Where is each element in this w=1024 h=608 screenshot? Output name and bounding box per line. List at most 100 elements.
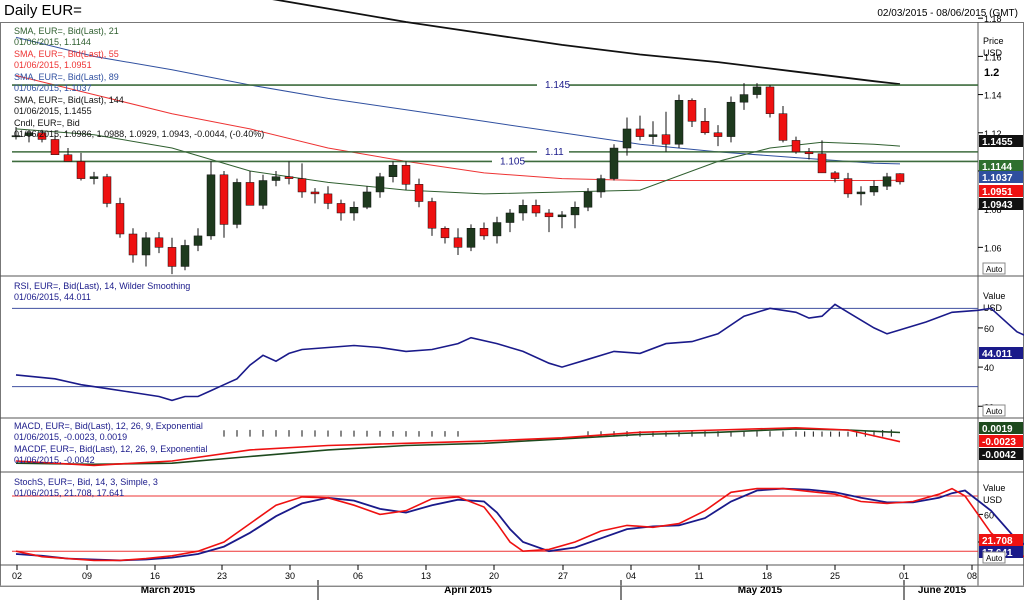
price-auto-button[interactable]: Auto (986, 265, 1003, 274)
rsi-badge-bg (979, 347, 1023, 359)
legend-value-0-4: 01/06/2015, 1.0986, 1.0988, 1.0929, 1.09… (14, 129, 264, 139)
x-month-label-3: June 2015 (918, 585, 967, 596)
level-label-bg-1 (537, 145, 569, 157)
candle-body-22 (297, 178, 307, 193)
candle-body-37 (492, 222, 502, 237)
candle-body-60 (791, 140, 801, 153)
price-badge-0-bg (979, 135, 1023, 147)
candle-body-23 (310, 191, 320, 195)
date-range: 02/03/2015 - 08/06/2015 (GMT) (877, 8, 1018, 19)
price-badge-1: 1.1144 (982, 162, 1012, 173)
macd-badge-0: 0.0019 (982, 424, 1013, 435)
x-month-label-1: April 2015 (444, 585, 492, 596)
candle-body-42 (557, 214, 567, 218)
legend-series-0-4: Cndl, EUR=, Bid (14, 118, 80, 128)
legend-series-2-0: MACD, EUR=, Bid(Last), 12, 26, 9, Expone… (14, 421, 203, 431)
candle-body-56 (739, 94, 749, 103)
candle-body-32 (427, 201, 437, 229)
candle-body-15 (206, 174, 216, 237)
x-day-label-11: 18 (762, 571, 772, 581)
legend-value-0-3: 01/06/2015, 1.1455 (14, 106, 92, 116)
rsi-auto-button[interactable]: Auto (986, 407, 1003, 416)
candle-body-33 (440, 228, 450, 239)
candle-body-43 (570, 206, 580, 216)
stoch-axis-unit-1: USD (983, 495, 1003, 505)
candle-body-18 (245, 182, 255, 206)
x-day-label-5: 06 (353, 571, 363, 581)
candle-body-11 (154, 237, 164, 248)
x-day-label-7: 20 (489, 571, 499, 581)
macd-line (15, 426, 901, 467)
price-auto-button-box[interactable] (982, 262, 1006, 275)
price-badge-1-bg (979, 160, 1023, 172)
level-label-bg-2 (492, 155, 524, 167)
candle-body-40 (531, 205, 541, 214)
macd-badge-0-bg (979, 422, 1023, 434)
candle-body-10 (141, 237, 151, 256)
candle-body-35 (466, 228, 476, 248)
macdf-line (15, 428, 901, 466)
legend-series-0-1: SMA, EUR=, Bid(Last), 55 (14, 49, 119, 59)
candle-body-27 (362, 191, 372, 208)
candle-body-44 (583, 191, 593, 208)
candle-body-31 (414, 184, 424, 202)
candle-body-29 (388, 164, 398, 177)
legend-series-1-0: RSI, EUR=, Bid(Last), 14, Wilder Smoothi… (14, 281, 190, 291)
x-day-label-14: 08 (967, 571, 977, 581)
price-badge-4: 1.0943 (982, 200, 1013, 211)
rsi-auto-button-box[interactable] (982, 404, 1006, 417)
x-day-label-12: 25 (830, 571, 840, 581)
candle-body-21 (284, 176, 294, 179)
price-badge-3: 1.0951 (982, 187, 1013, 198)
legend-value-1-0: 01/06/2015, 44.011 (14, 292, 91, 302)
candle-body-25 (336, 203, 346, 214)
candle-body-57 (752, 86, 762, 95)
x-day-label-13: 01 (899, 571, 909, 581)
legend-series-0-0: SMA, EUR=, Bid(Last), 21 (14, 26, 119, 36)
legend-value-2-0: 01/06/2015, -0.0023, 0.0019 (14, 432, 127, 442)
chart-title: Daily EUR= (4, 2, 82, 19)
candle-body-30 (401, 164, 411, 185)
price-badge-0: 1.1455 (982, 137, 1013, 148)
candle-body-61 (804, 151, 814, 155)
candle-body-66 (869, 185, 879, 193)
candle-body-26 (349, 206, 359, 214)
legend-series-2-1: MACDF, EUR=, Bid(Last), 12, 26, 9, Expon… (14, 444, 207, 454)
candle-body-9 (128, 233, 138, 256)
legend-value-0-1: 01/06/2015, 1.0951 (14, 60, 92, 70)
price-badge-3-bg (979, 185, 1023, 197)
x-month-label-0: March 2015 (141, 585, 196, 596)
candle-body-17 (232, 182, 242, 225)
candle-body-39 (518, 205, 528, 214)
candle-body-8 (115, 203, 125, 235)
rsi-badge: 44.011 (982, 349, 1012, 360)
stoch-auto-button-box[interactable] (982, 551, 1006, 564)
price-badge-2: 1.1037 (982, 173, 1013, 184)
x-day-label-4: 30 (285, 571, 295, 581)
stoch-axis-unit-0: Value (983, 483, 1005, 493)
price-tick-label-4: 1.14 (984, 91, 1002, 101)
candle-body-0 (11, 135, 21, 138)
macd-badge-2: -0.0042 (982, 450, 1016, 461)
candle-body-41 (544, 212, 554, 218)
macd-badge-1-bg (979, 435, 1023, 447)
price-tick-label-3: 1.12 (984, 129, 1002, 139)
candle-body-28 (375, 176, 385, 193)
candle-body-46 (609, 147, 619, 179)
candle-body-34 (453, 237, 463, 248)
candle-body-65 (856, 191, 866, 195)
stoch-d-line (15, 487, 1024, 562)
candle-body-59 (778, 113, 788, 141)
stoch-auto-button[interactable]: Auto (986, 554, 1003, 563)
price-badge-2-bg (979, 171, 1023, 183)
candle-body-2 (37, 132, 47, 140)
stoch-badge-0-bg (979, 534, 1023, 546)
stoch-badge-0: 21.708 (982, 536, 1013, 547)
rsi-tick-label-2: 60 (984, 324, 994, 334)
legend-value-3-0: 01/06/2015, 21.708, 17.641 (14, 488, 124, 498)
x-day-label-0: 02 (12, 571, 22, 581)
candle-body-1 (24, 132, 34, 136)
price-axis-unit-0: Price (983, 36, 1004, 46)
legend-value-0-2: 01/06/2015, 1.1037 (14, 83, 92, 93)
